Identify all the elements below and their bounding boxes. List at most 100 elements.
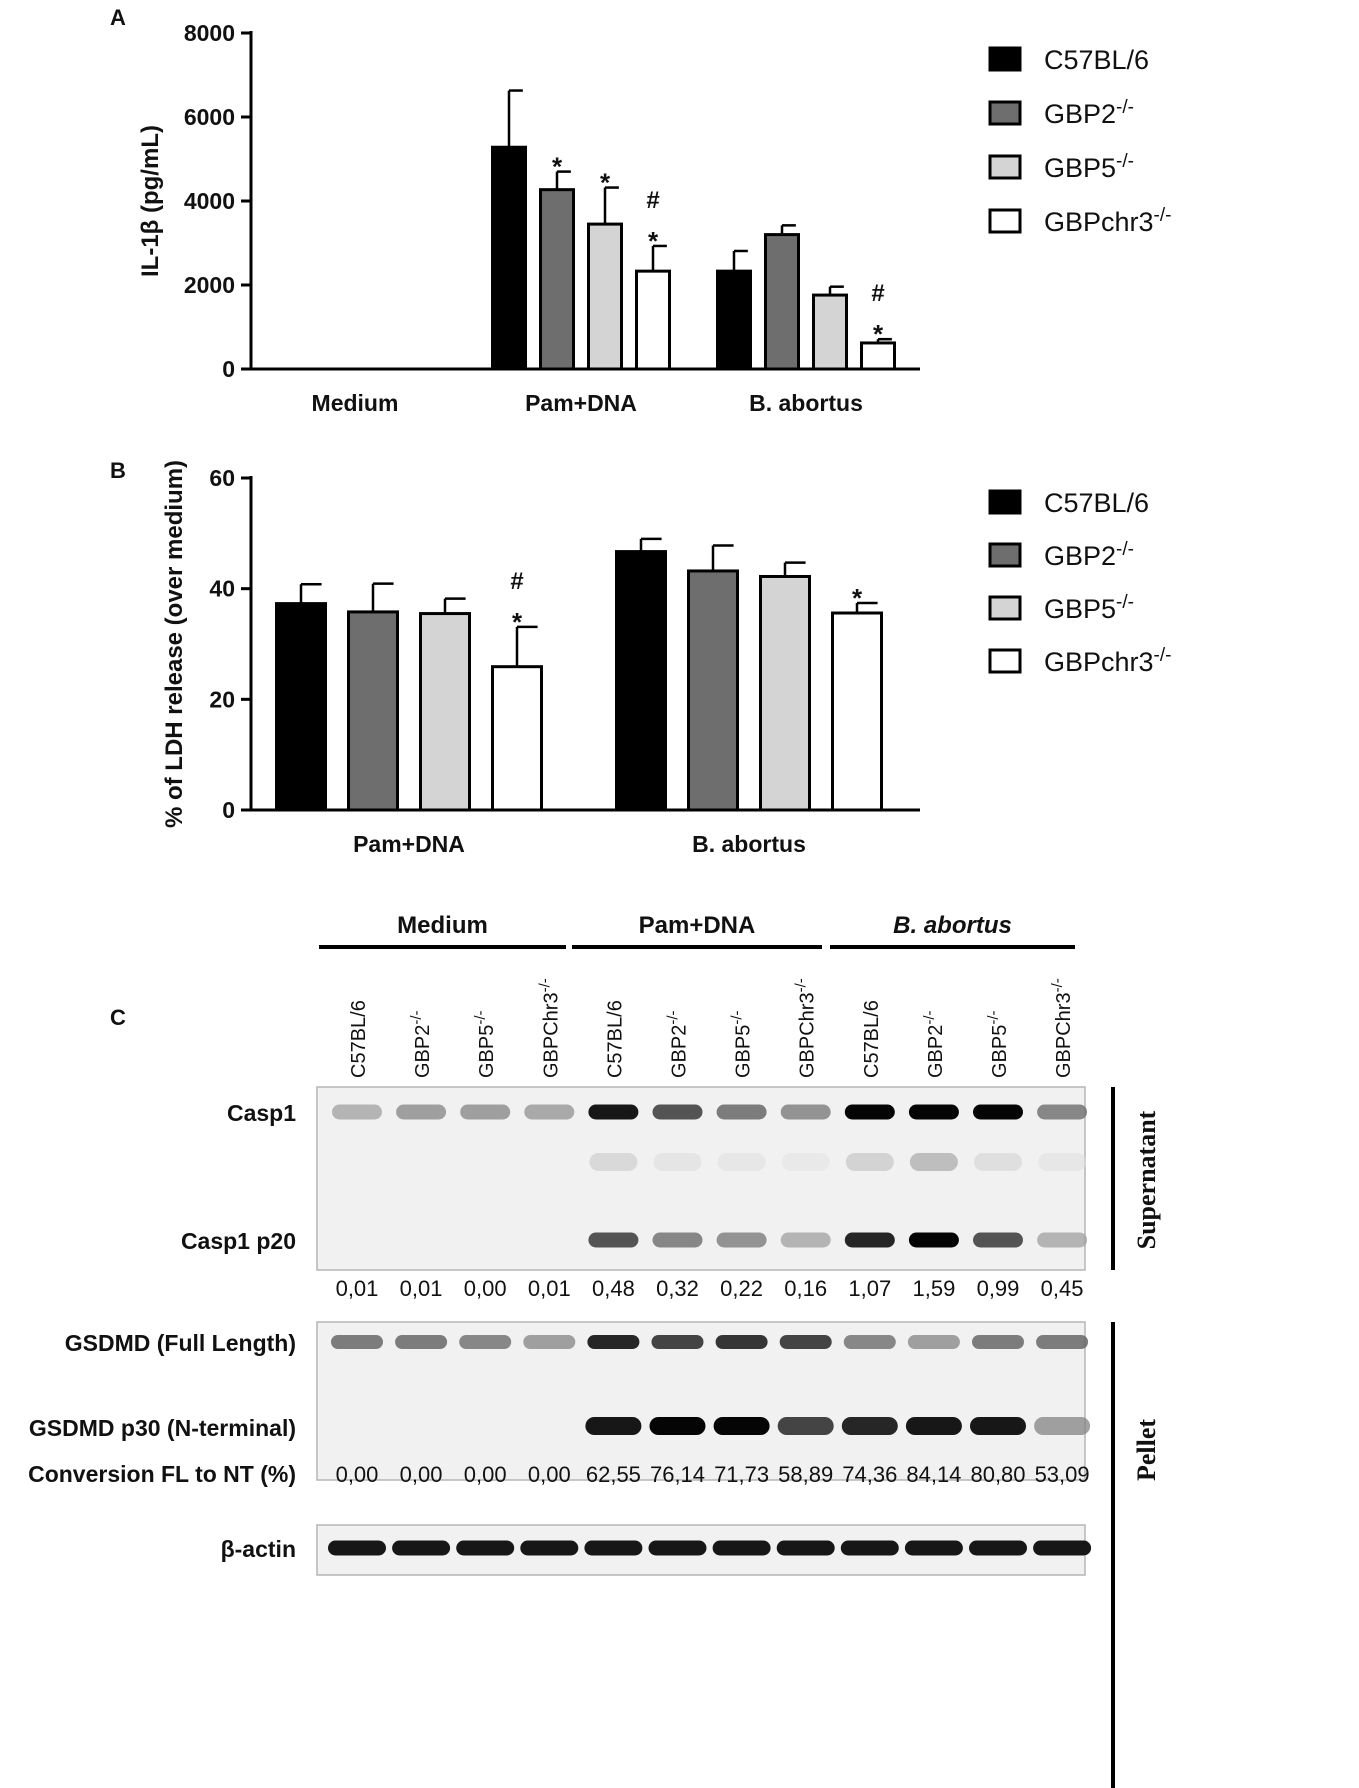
conversion-value: 58,89: [778, 1462, 833, 1487]
y-tick-label: 6000: [184, 104, 235, 130]
y-axis-label: % of LDH release (over medium): [161, 460, 188, 828]
band-actin: [904, 1540, 963, 1556]
significance-mark: *: [600, 168, 611, 198]
bar: [419, 612, 471, 812]
side-label-supernatant: Supernatant: [1132, 1110, 1161, 1249]
significance-mark: #: [510, 568, 523, 595]
band-actin: [1033, 1540, 1092, 1556]
band-casp1_p20: [1037, 1232, 1088, 1248]
band-casp1: [460, 1104, 511, 1120]
lane-label: GBPChr3-/-: [1049, 978, 1076, 1078]
band-gsdmd_fl: [331, 1335, 383, 1349]
significance-mark: *: [552, 152, 563, 182]
band-casp1_mid: [909, 1153, 958, 1171]
band-gsdmd_fl: [523, 1335, 576, 1349]
legend-label: GBPchr3-/-: [1044, 205, 1171, 238]
panel-label-b: B: [110, 458, 126, 483]
pellet-membrane: [316, 1321, 1086, 1481]
casp1-ratio-value: 0,22: [720, 1276, 763, 1301]
legend-swatch: [988, 648, 1022, 674]
bar: [491, 665, 543, 812]
band-gsdmd_fl: [843, 1335, 896, 1349]
conversion-value: 53,09: [1035, 1462, 1090, 1487]
row-label-gsdmd-fl: GSDMD (Full Length): [65, 1330, 296, 1356]
band-casp1: [780, 1104, 831, 1120]
lane-label: GBP2-/-: [408, 1010, 435, 1078]
legend-swatch: [988, 542, 1022, 568]
legend-swatch: [988, 154, 1022, 180]
casp1-ratio-value: 0,99: [977, 1276, 1020, 1301]
significance-mark: *: [852, 583, 863, 613]
group-header: Medium: [397, 912, 488, 939]
significance-mark: *: [873, 319, 884, 349]
casp1-ratio-value: 0,01: [336, 1276, 379, 1301]
y-tick-label: 0: [222, 797, 235, 823]
band-gsdmd_fl: [779, 1335, 832, 1349]
chart-panel-a: 0 2000 4000 6000 8000 IL-1β (pg/mL) Medium Pam+…: [137, 20, 1022, 416]
bar: [860, 341, 896, 371]
band-casp1: [588, 1104, 639, 1120]
bar: [539, 188, 575, 371]
x-tick-label: Pam+DNA: [353, 831, 465, 857]
panel-label-c: C: [110, 1005, 126, 1030]
lane-label: GBP2-/-: [664, 1010, 691, 1078]
bar: [635, 269, 671, 371]
band-casp1: [652, 1104, 703, 1120]
conversion-value: 0,00: [336, 1462, 379, 1487]
band-actin: [392, 1540, 451, 1556]
band-casp1_p20: [844, 1232, 895, 1248]
legend-label: GBP2-/-: [1044, 97, 1134, 130]
significance-mark: #: [871, 280, 884, 307]
casp1-ratio-value: 0,01: [528, 1276, 571, 1301]
casp1-ratio-value: 0,45: [1041, 1276, 1084, 1301]
band-gsdmd_p30: [905, 1417, 962, 1435]
y-tick-label: 2000: [184, 272, 235, 298]
panel-label-a: A: [110, 5, 126, 30]
lane-label: GBP5-/-: [985, 1010, 1012, 1078]
conversion-value: 71,73: [714, 1462, 769, 1487]
casp1-ratio-value: 0,16: [784, 1276, 827, 1301]
row-label-gsdmd-p30: GSDMD p30 (N-terminal): [29, 1415, 296, 1441]
band-casp1_p20: [588, 1232, 639, 1248]
legend-label: C57BL/6: [1044, 488, 1149, 518]
x-tick-label: B. abortus: [749, 390, 863, 416]
group-header: B. abortus: [893, 912, 1012, 939]
casp1-ratio-value: 0,01: [400, 1276, 443, 1301]
chart-panel-b: 0 20 40 60 % of LDH release (over medium) Pam…: [161, 460, 1022, 857]
band-casp1_mid: [974, 1153, 1022, 1171]
band-casp1_mid: [717, 1153, 766, 1171]
band-casp1_p20: [908, 1232, 959, 1248]
bar: [587, 222, 623, 371]
band-gsdmd_fl: [651, 1335, 704, 1349]
casp1-ratio-value: 0,48: [592, 1276, 635, 1301]
bar: [831, 611, 883, 812]
legend-label: GBP5-/-: [1044, 592, 1134, 625]
band-casp1: [908, 1104, 959, 1120]
band-gsdmd_fl: [395, 1335, 448, 1349]
band-gsdmd_p30: [1034, 1417, 1091, 1435]
bar: [275, 602, 327, 812]
band-casp1: [973, 1104, 1023, 1120]
x-tick-label: Medium: [312, 390, 399, 416]
legend-label: C57BL/6: [1044, 45, 1149, 75]
y-tick-label: 60: [209, 465, 235, 491]
bar: [615, 550, 667, 812]
band-casp1_p20: [973, 1232, 1023, 1248]
band-actin: [712, 1540, 771, 1556]
band-gsdmd_p30: [841, 1417, 898, 1435]
y-tick-label: 4000: [184, 188, 235, 214]
row-label-actin: β-actin: [221, 1536, 296, 1562]
casp1-ratio-value: 1,59: [912, 1276, 955, 1301]
band-casp1: [396, 1104, 447, 1120]
row-label-casp1: Casp1: [227, 1100, 296, 1126]
band-casp1_mid: [1038, 1153, 1087, 1171]
conversion-value: 84,14: [906, 1462, 961, 1487]
legend-swatch: [988, 46, 1022, 72]
significance-mark: *: [512, 607, 523, 637]
significance-mark: *: [648, 226, 659, 256]
band-gsdmd_fl: [587, 1335, 640, 1349]
lane-label: GBP2-/-: [920, 1010, 947, 1078]
row-label-conversion: Conversion FL to NT (%): [28, 1461, 296, 1487]
band-casp1_mid: [589, 1153, 638, 1171]
bar: [759, 574, 811, 812]
